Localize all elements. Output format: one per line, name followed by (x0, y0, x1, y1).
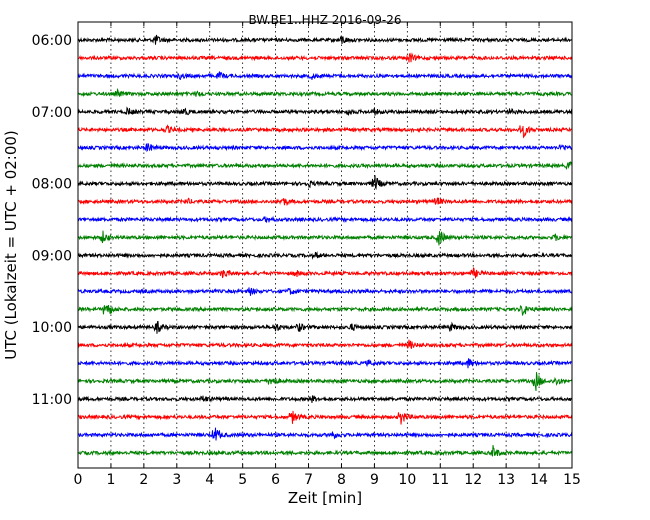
chart-title: BW.BE1..HHZ 2016-09-26 (248, 13, 401, 27)
x-tick-label: 5 (238, 472, 247, 488)
x-tick-label: 9 (370, 472, 379, 488)
trace-line (77, 161, 573, 170)
x-tick-label: 2 (139, 472, 148, 488)
traces (77, 34, 573, 457)
trace-line (77, 372, 573, 392)
trace-line (77, 52, 573, 63)
trace-line (77, 124, 573, 139)
x-tick-label: 14 (530, 472, 548, 488)
trace-line (77, 71, 573, 80)
y-axis-label: UTC (Lokalzeit = UTC + 02:00) (2, 130, 20, 360)
plot-frame (77, 21, 573, 469)
trace-line (77, 305, 573, 316)
trace-line (77, 427, 573, 441)
y-tick-label: 10:00 (32, 320, 72, 336)
trace-line (77, 410, 573, 425)
trace-line (77, 339, 573, 349)
y-tick-label: 06:00 (32, 33, 72, 49)
x-tick-label: 6 (271, 472, 280, 488)
grid (110, 22, 540, 468)
trace-line (77, 143, 573, 153)
trace-line (77, 320, 573, 334)
x-tick-label: 4 (205, 472, 214, 488)
trace-line (77, 230, 573, 246)
y-tick-label: 07:00 (32, 105, 72, 121)
trace-line (77, 445, 573, 457)
x-tick-label: 13 (497, 472, 515, 488)
x-axis: 0 1 2 3 4 5 6 7 8 9 10 11 12 13 14 15 (74, 22, 581, 488)
x-tick-label: 3 (172, 472, 181, 488)
x-tick-label: 10 (398, 472, 416, 488)
x-tick-label: 0 (74, 472, 83, 488)
x-tick-label: 15 (563, 472, 581, 488)
trace-line (77, 175, 573, 190)
trace-line (77, 251, 573, 260)
trace-line (77, 358, 573, 369)
y-tick-label: 11:00 (32, 392, 72, 408)
trace-line (77, 34, 573, 45)
y-tick-label: 09:00 (32, 248, 72, 264)
trace-line (77, 106, 573, 116)
trace-line (77, 287, 573, 296)
x-tick-label: 12 (464, 472, 482, 488)
trace-line (77, 395, 573, 403)
x-axis-label: Zeit [min] (288, 489, 362, 507)
trace-line (77, 87, 573, 98)
y-axis: 06:00 07:00 08:00 09:00 10:00 11:00 (32, 33, 572, 408)
trace-line (77, 197, 573, 207)
x-tick-label: 8 (337, 472, 346, 488)
x-tick-label: 1 (106, 472, 115, 488)
y-tick-label: 08:00 (32, 177, 72, 193)
x-tick-label: 11 (431, 472, 449, 488)
x-tick-label: 7 (304, 472, 313, 488)
trace-line (77, 267, 573, 279)
trace-line (77, 215, 573, 224)
